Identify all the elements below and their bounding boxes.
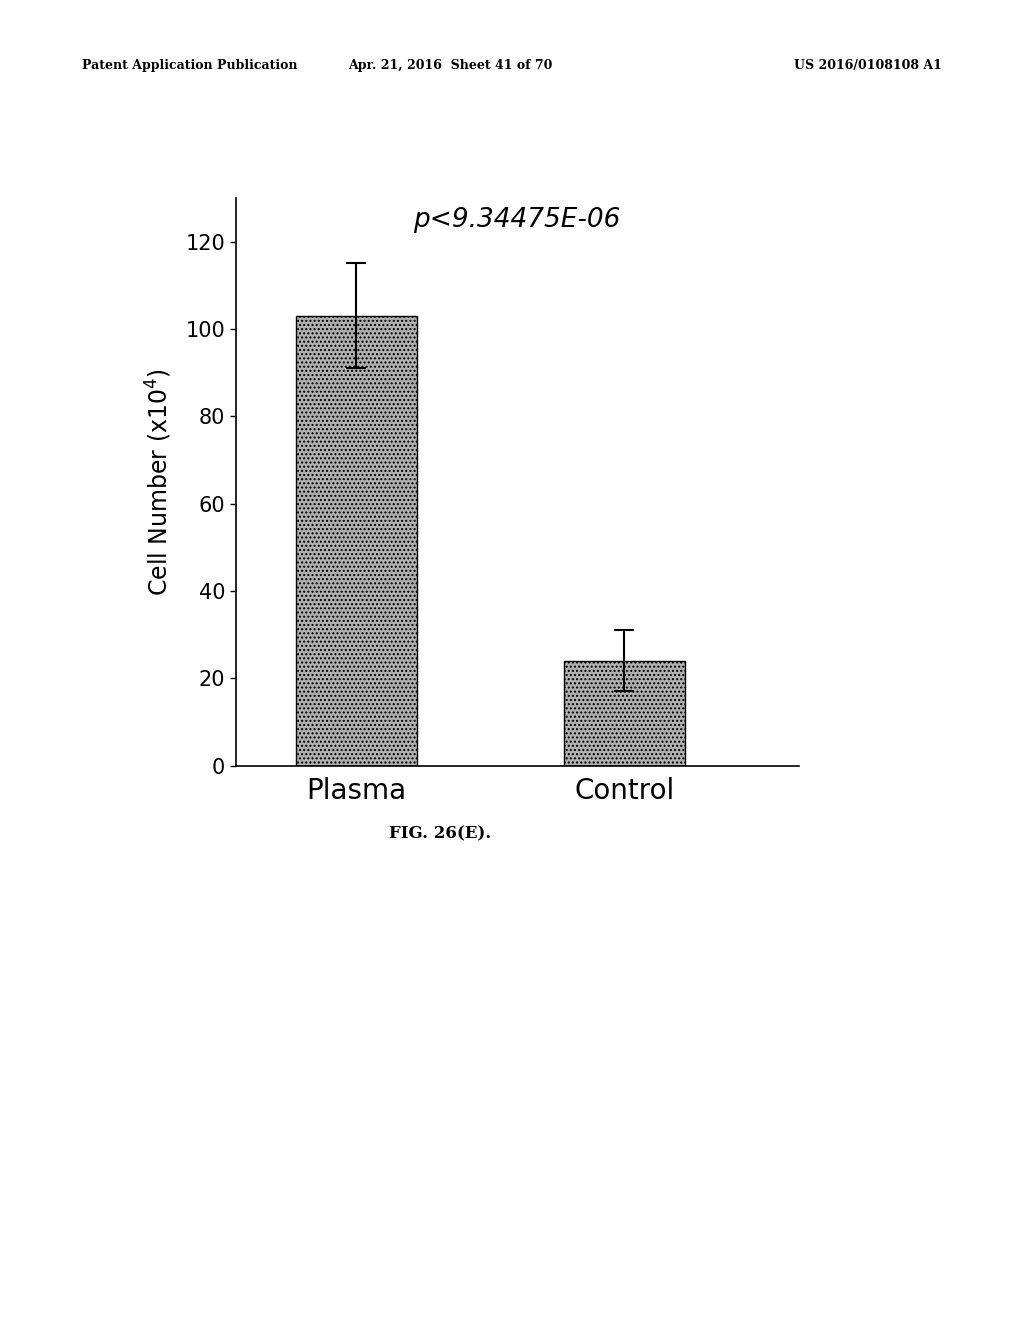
Text: US 2016/0108108 A1: US 2016/0108108 A1: [795, 59, 942, 73]
Text: FIG. 26(E).: FIG. 26(E).: [389, 825, 492, 842]
Text: Patent Application Publication: Patent Application Publication: [82, 59, 297, 73]
Bar: [296, 315, 417, 766]
Text: p<9.34475E-06: p<9.34475E-06: [414, 207, 621, 232]
Bar: [564, 661, 685, 766]
Y-axis label: Cell Number (x10$^4$): Cell Number (x10$^4$): [144, 368, 174, 595]
Text: Apr. 21, 2016  Sheet 41 of 70: Apr. 21, 2016 Sheet 41 of 70: [348, 59, 553, 73]
